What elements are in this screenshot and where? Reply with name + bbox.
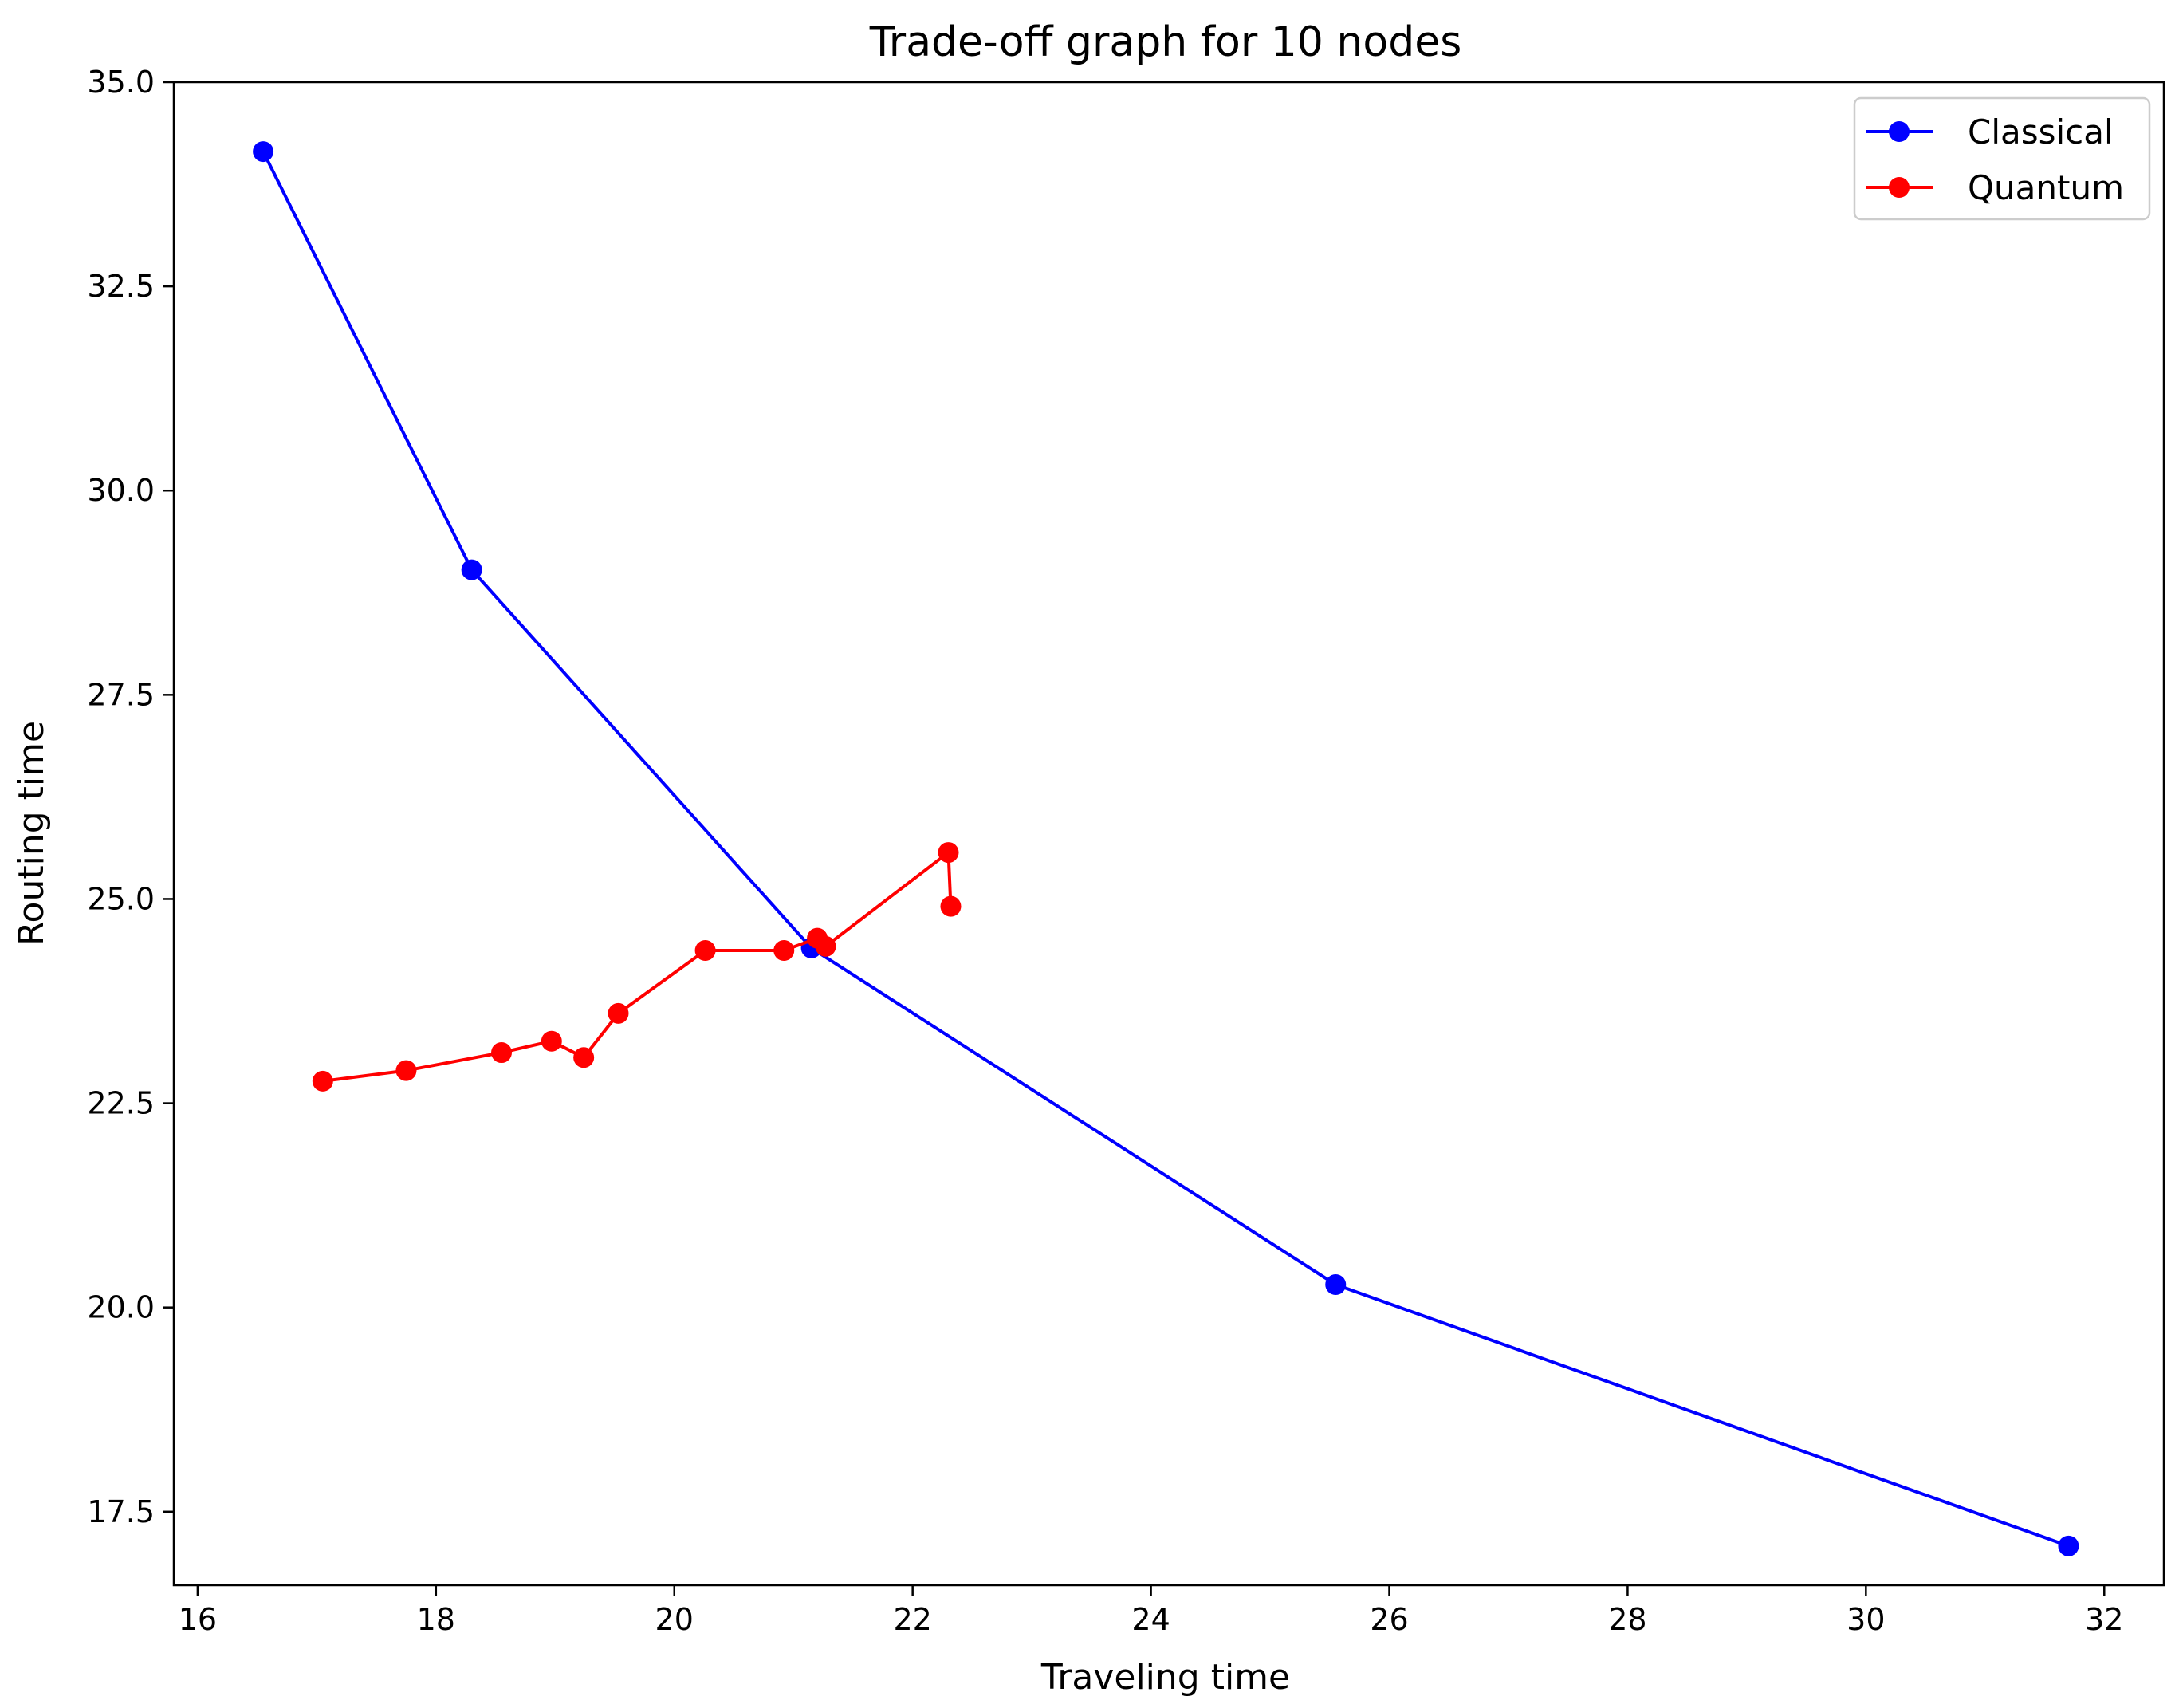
x-tick-label: 22 (893, 1602, 931, 1637)
y-axis: 17.5 20.0 22.5 25.0 27.5 30.0 32.5 35.0 (87, 65, 174, 1529)
y-tick-label: 17.5 (87, 1494, 155, 1529)
data-point-classical (461, 559, 482, 580)
legend-marker-quantum (1889, 177, 1910, 198)
y-tick-label: 35.0 (87, 65, 155, 100)
x-tick-label: 28 (1608, 1602, 1646, 1637)
legend-marker-classical (1889, 121, 1910, 142)
data-point-quantum (815, 935, 836, 957)
data-point-quantum (312, 1070, 333, 1092)
x-tick-label: 30 (1847, 1602, 1885, 1637)
data-point-quantum (608, 1002, 629, 1024)
data-point-quantum (773, 939, 795, 961)
data-point-quantum (694, 939, 716, 961)
x-tick-label: 32 (2085, 1602, 2123, 1637)
x-axis: 16 18 20 22 24 26 28 30 32 (179, 1585, 2123, 1637)
y-axis-label: Routing time (11, 721, 52, 946)
series-layer (253, 141, 2079, 1556)
legend-label-classical: Classical (1968, 112, 2114, 152)
y-tick-label: 22.5 (87, 1086, 155, 1121)
chart-title: Trade-off graph for 10 nodes (869, 18, 1462, 66)
data-point-quantum (573, 1047, 595, 1068)
y-tick-label: 25.0 (87, 881, 155, 916)
series-line-quantum (322, 851, 953, 1083)
data-point-quantum (541, 1030, 562, 1052)
legend: Classical Quantum (1853, 96, 2151, 221)
data-point-classical (2058, 1535, 2079, 1556)
x-tick-label: 26 (1370, 1602, 1408, 1637)
x-tick-label: 18 (417, 1602, 455, 1637)
y-tick-label: 32.5 (87, 269, 155, 304)
y-tick-label: 20.0 (87, 1290, 155, 1325)
data-point-classical (253, 141, 274, 163)
data-point-quantum (491, 1042, 513, 1064)
data-point-quantum (938, 842, 959, 864)
x-tick-label: 20 (655, 1602, 694, 1637)
x-axis-label: Traveling time (1040, 1657, 1290, 1698)
y-tick-label: 30.0 (87, 473, 155, 508)
data-point-quantum (395, 1060, 417, 1081)
x-tick-label: 16 (179, 1602, 217, 1637)
plot-area (172, 81, 2165, 1587)
data-point-classical (1325, 1274, 1347, 1295)
legend-label-quantum: Quantum (1968, 168, 2124, 207)
data-point-quantum (940, 895, 962, 917)
y-tick-label: 27.5 (87, 677, 155, 712)
x-tick-label: 24 (1131, 1602, 1170, 1637)
